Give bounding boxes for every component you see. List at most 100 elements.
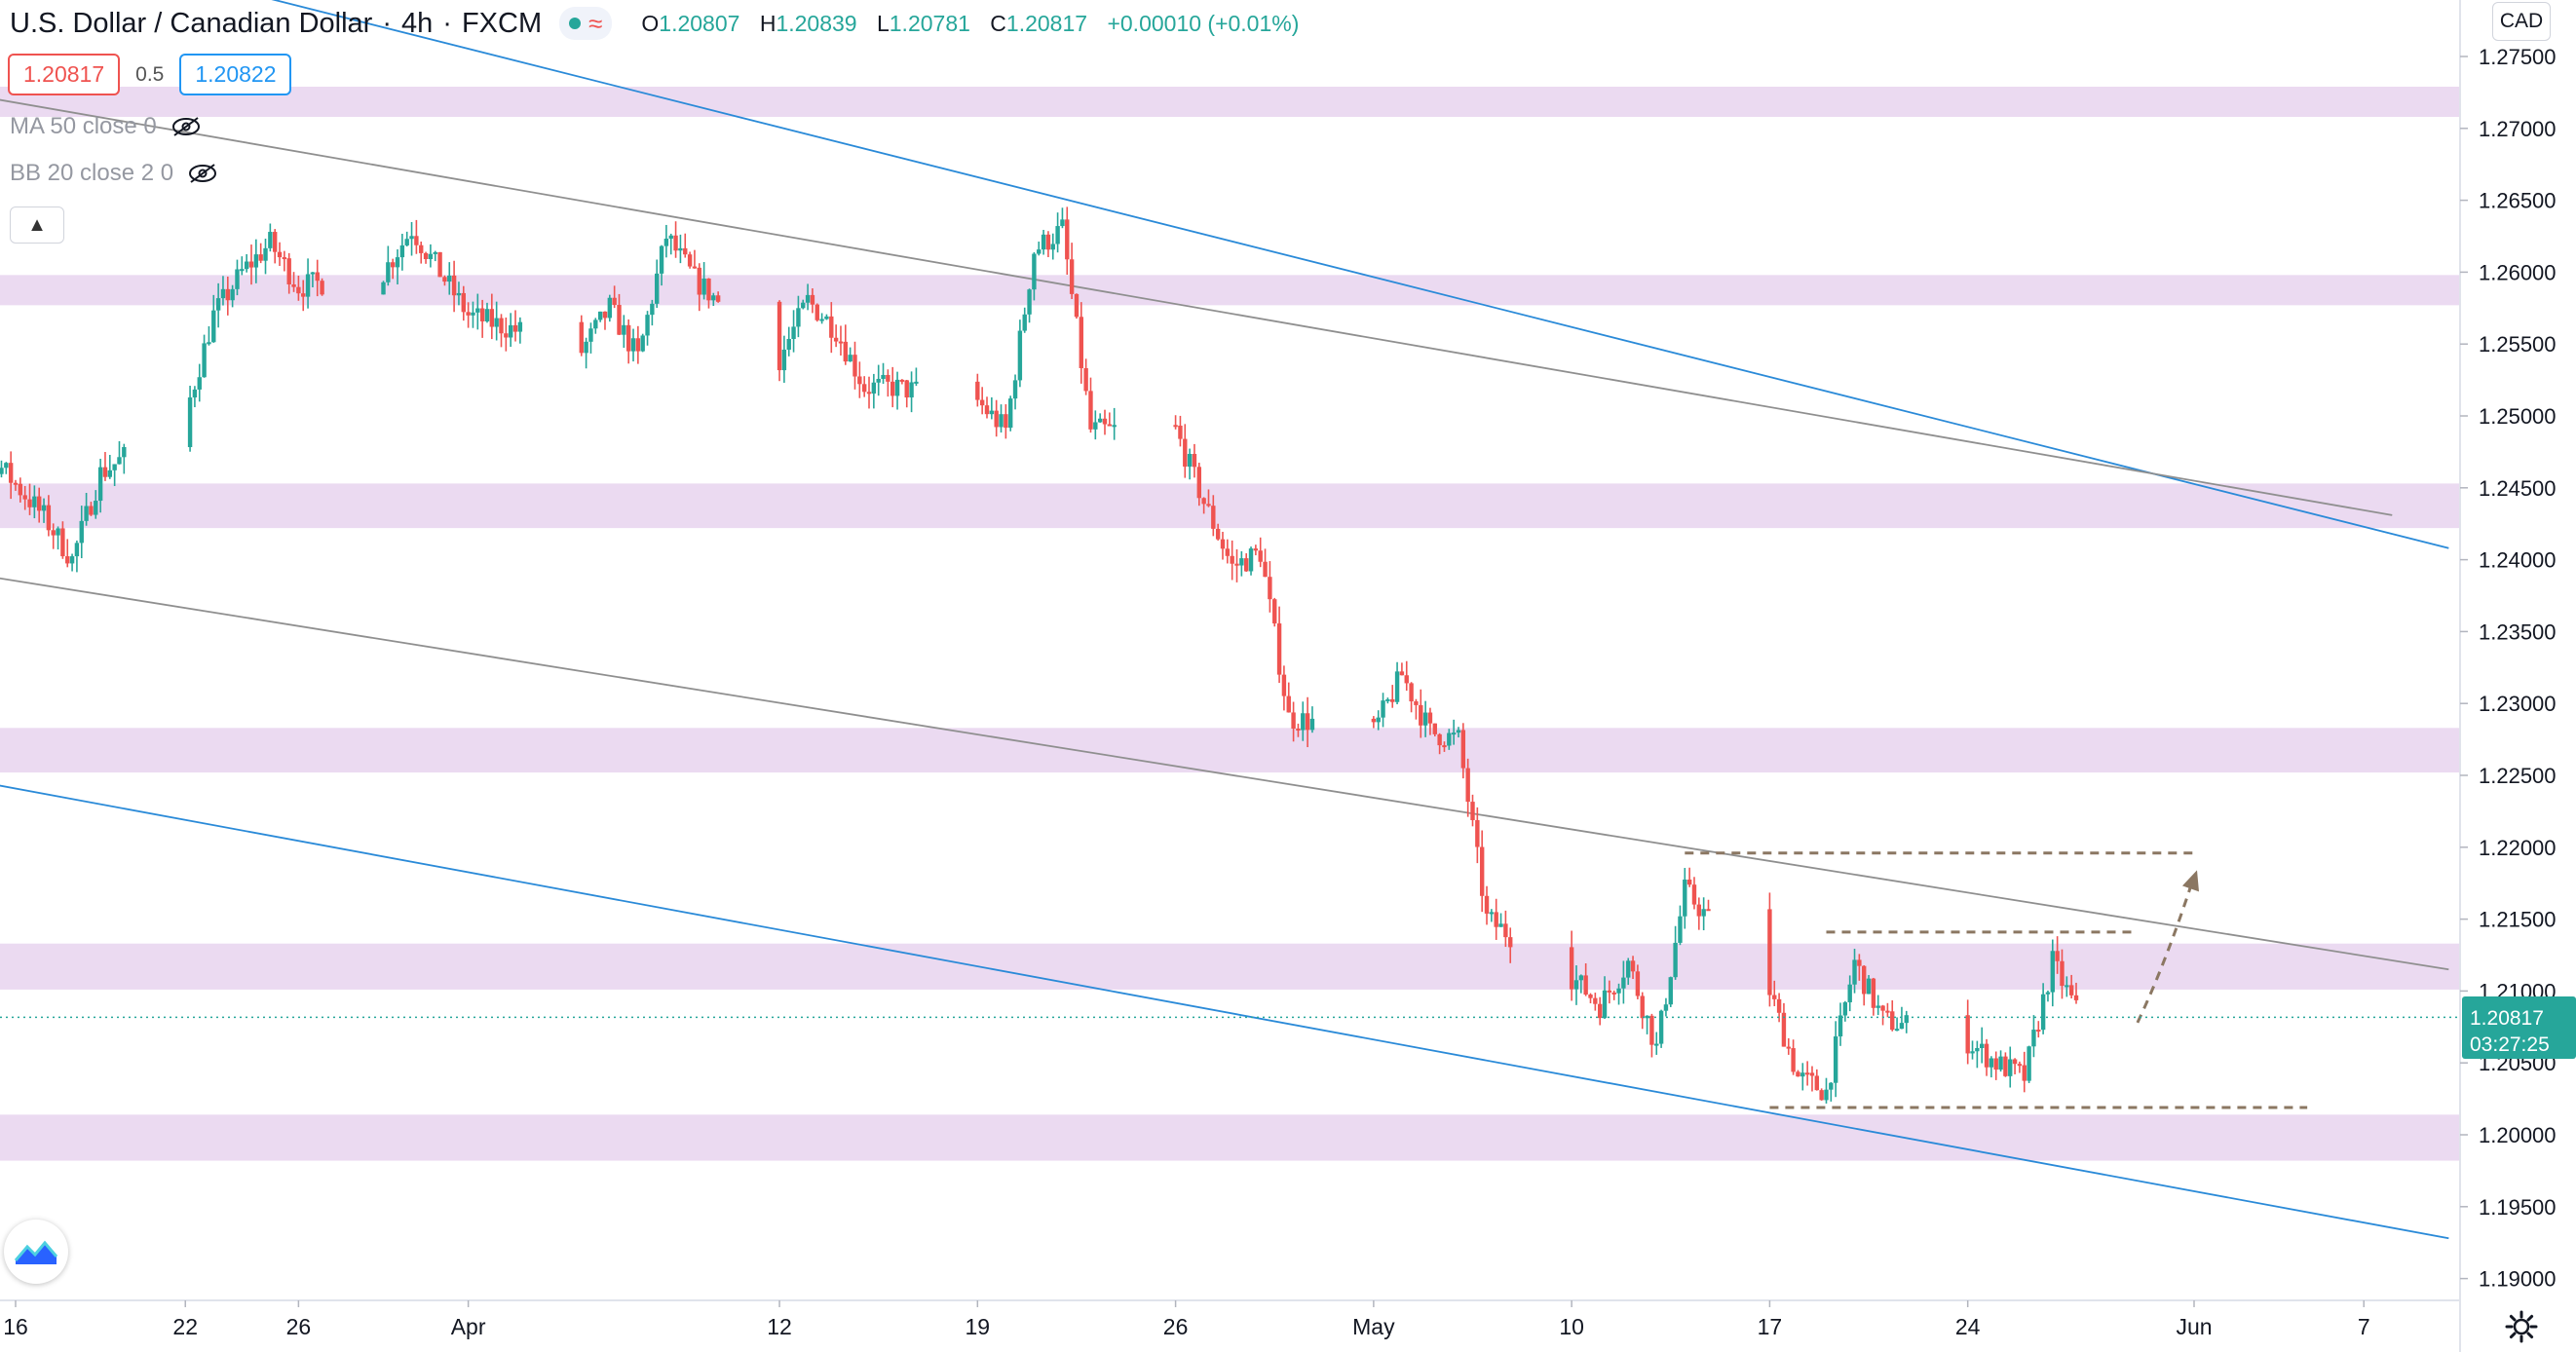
candle-body — [1272, 599, 1277, 624]
candle-body — [630, 338, 636, 352]
candle-body — [602, 311, 608, 319]
interval-label[interactable]: 4h — [401, 7, 434, 39]
candle — [1178, 415, 1183, 447]
indicator-bb[interactable]: BB 20 close 2 0 — [10, 160, 218, 187]
symbol-name[interactable]: U.S. Dollar / Canadian Dollar — [10, 7, 373, 39]
candle-body — [683, 247, 688, 255]
candle-body — [107, 469, 112, 477]
candle-body — [2068, 985, 2074, 995]
collapse-legend-button[interactable]: ▲ — [10, 207, 64, 244]
candle-body — [1796, 1071, 1800, 1077]
candle — [1022, 307, 1027, 333]
candle — [0, 460, 4, 478]
candle-body — [2073, 995, 2079, 1000]
candle-body — [1899, 1023, 1905, 1030]
candle — [1432, 723, 1437, 737]
candle-body — [861, 384, 867, 393]
price-tick-label: 1.23000 — [2479, 692, 2557, 716]
price-tick-label: 1.22500 — [2479, 764, 2557, 788]
candle-body — [701, 278, 706, 295]
low-value: 1.20781 — [889, 10, 970, 36]
candle — [1701, 897, 1706, 931]
candle — [1399, 662, 1405, 676]
candle — [994, 399, 999, 437]
candle — [2045, 990, 2051, 1002]
candle-body — [1791, 1048, 1796, 1072]
candle — [107, 454, 112, 479]
candle-body — [310, 272, 316, 275]
candle-body — [1281, 674, 1287, 696]
price-axis[interactable]: 1.27500 1.27000 1.26500 1.26000 1.25500 1.250… — [2460, 45, 2557, 1292]
candle — [838, 325, 844, 356]
candle — [1102, 409, 1108, 435]
candle — [2031, 1015, 2036, 1058]
candle-body — [494, 318, 499, 327]
separator-dot: · — [382, 7, 392, 39]
price-zone — [0, 483, 2460, 529]
candle-body — [650, 303, 655, 316]
candle-body — [286, 258, 291, 284]
candle — [248, 244, 254, 285]
candle-body — [1640, 995, 1645, 1019]
candle-body — [791, 326, 796, 339]
candle-body — [579, 321, 584, 354]
candle-body — [1984, 1043, 1989, 1068]
candle — [777, 300, 782, 382]
candle-body — [395, 257, 400, 268]
time-axis[interactable]: 16 22 26 Apr 12 19 26 May 10 17 24 Jun 7 — [3, 1300, 2370, 1339]
candle — [27, 483, 32, 515]
time-tick-label: Apr — [451, 1314, 486, 1339]
eye-off-icon[interactable] — [170, 116, 202, 137]
candle-body — [2027, 1046, 2031, 1081]
candle-body — [2045, 992, 2051, 995]
wave-icon: ≈ — [588, 9, 603, 38]
candle-body — [607, 297, 613, 319]
candle-body — [1890, 1011, 1895, 1031]
candle-body — [442, 277, 447, 282]
candle-body — [886, 374, 890, 382]
candle-body — [622, 324, 626, 335]
candle-body — [447, 275, 452, 282]
candle-body — [2050, 951, 2056, 993]
candle — [1578, 974, 1584, 994]
candle — [1230, 540, 1234, 581]
sell-price-button[interactable]: 1.20817 — [8, 54, 121, 95]
candle-body — [305, 274, 311, 297]
candle-body — [419, 244, 424, 253]
candle — [74, 540, 80, 573]
candle — [1611, 990, 1616, 1000]
market-status-pill[interactable]: ≈ — [559, 7, 613, 40]
close-label: C — [990, 10, 1006, 36]
candle-body — [1824, 1089, 1829, 1101]
settings-gear-icon[interactable] — [2504, 1309, 2539, 1344]
buy-price-button[interactable]: 1.20822 — [179, 54, 292, 95]
candle-body — [1871, 978, 1876, 1008]
candle — [1032, 251, 1037, 301]
candle — [909, 371, 914, 413]
candle — [886, 369, 890, 397]
candle-body — [1409, 683, 1414, 702]
candle-body — [1305, 713, 1310, 731]
candle-body — [1069, 259, 1075, 294]
candle — [1201, 497, 1206, 514]
eye-off-icon[interactable] — [187, 163, 218, 184]
candle-body — [1239, 558, 1244, 566]
candle-body — [94, 501, 98, 515]
candle-body — [994, 410, 999, 428]
candle-body — [1088, 391, 1093, 430]
candle — [1268, 561, 1272, 613]
candle-body — [253, 254, 259, 268]
candle-body — [1465, 768, 1470, 803]
candle-body — [1456, 730, 1461, 733]
candle — [617, 293, 622, 335]
tradingview-logo[interactable] — [4, 1220, 68, 1284]
currency-button[interactable]: CAD — [2492, 2, 2551, 41]
indicator-ma[interactable]: MA 50 close 0 — [10, 113, 202, 140]
candle-body — [715, 295, 721, 302]
candle-body — [852, 355, 857, 377]
candle — [1276, 606, 1282, 684]
candle — [829, 302, 834, 354]
candle — [1691, 877, 1697, 910]
candle-body — [258, 254, 263, 261]
